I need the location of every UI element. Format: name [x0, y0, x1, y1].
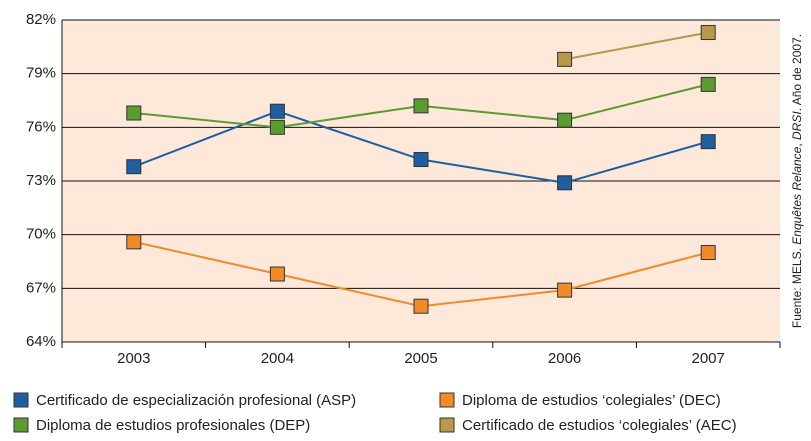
legend-swatch: [439, 417, 455, 433]
series-line: [564, 31, 709, 61]
x-tick-label: 2003: [117, 350, 150, 367]
point-marker: [126, 234, 142, 250]
point-marker: [700, 25, 716, 41]
legend-label: Certificado de especialización profesion…: [36, 392, 356, 409]
y-tick-label: 73%: [26, 172, 56, 189]
point-marker: [557, 175, 573, 191]
legend-label: Diploma de estudios ‘colegiales’ (DEC): [462, 392, 721, 409]
source-part: Fuente: MELS.: [790, 245, 804, 328]
point-marker: [413, 98, 429, 114]
point-marker: [557, 51, 573, 67]
x-tick-label: 2007: [692, 350, 725, 367]
point-marker: [413, 298, 429, 314]
y-tick-label: 79%: [26, 65, 56, 82]
source-part: DRSI: [790, 111, 804, 140]
y-tick-label: 67%: [26, 279, 56, 296]
source-note: Fuente: MELS. Enquêtes Relance, DRSI. Añ…: [790, 34, 804, 328]
point-marker: [700, 134, 716, 150]
y-tick-label: 70%: [26, 226, 56, 243]
y-tick-label: 82%: [26, 11, 56, 28]
legend-swatch: [13, 417, 29, 433]
source-part: . Año de 2007.: [790, 34, 804, 111]
x-tick-label: 2004: [261, 350, 294, 367]
point-marker: [413, 152, 429, 168]
point-marker: [126, 159, 142, 175]
source-part: Enquêtes Relance: [790, 146, 804, 244]
legend-label: Certificado de estudios ‘colegiales’ (AE…: [462, 417, 737, 434]
point-marker: [557, 112, 573, 128]
point-marker: [126, 105, 142, 121]
y-tick-label: 64%: [26, 333, 56, 350]
legend-swatch: [13, 392, 29, 408]
point-marker: [700, 245, 716, 261]
point-marker: [557, 282, 573, 298]
legend-label: Diploma de estudios profesionales (DEP): [36, 417, 310, 434]
point-marker: [700, 76, 716, 92]
y-tick-label: 76%: [26, 118, 56, 135]
x-tick-label: 2006: [548, 350, 581, 367]
source-part: ,: [790, 140, 804, 147]
point-marker: [269, 103, 285, 119]
legend-swatch: [439, 392, 455, 408]
x-tick-label: 2005: [404, 350, 437, 367]
point-marker: [269, 266, 285, 282]
point-marker: [269, 119, 285, 135]
